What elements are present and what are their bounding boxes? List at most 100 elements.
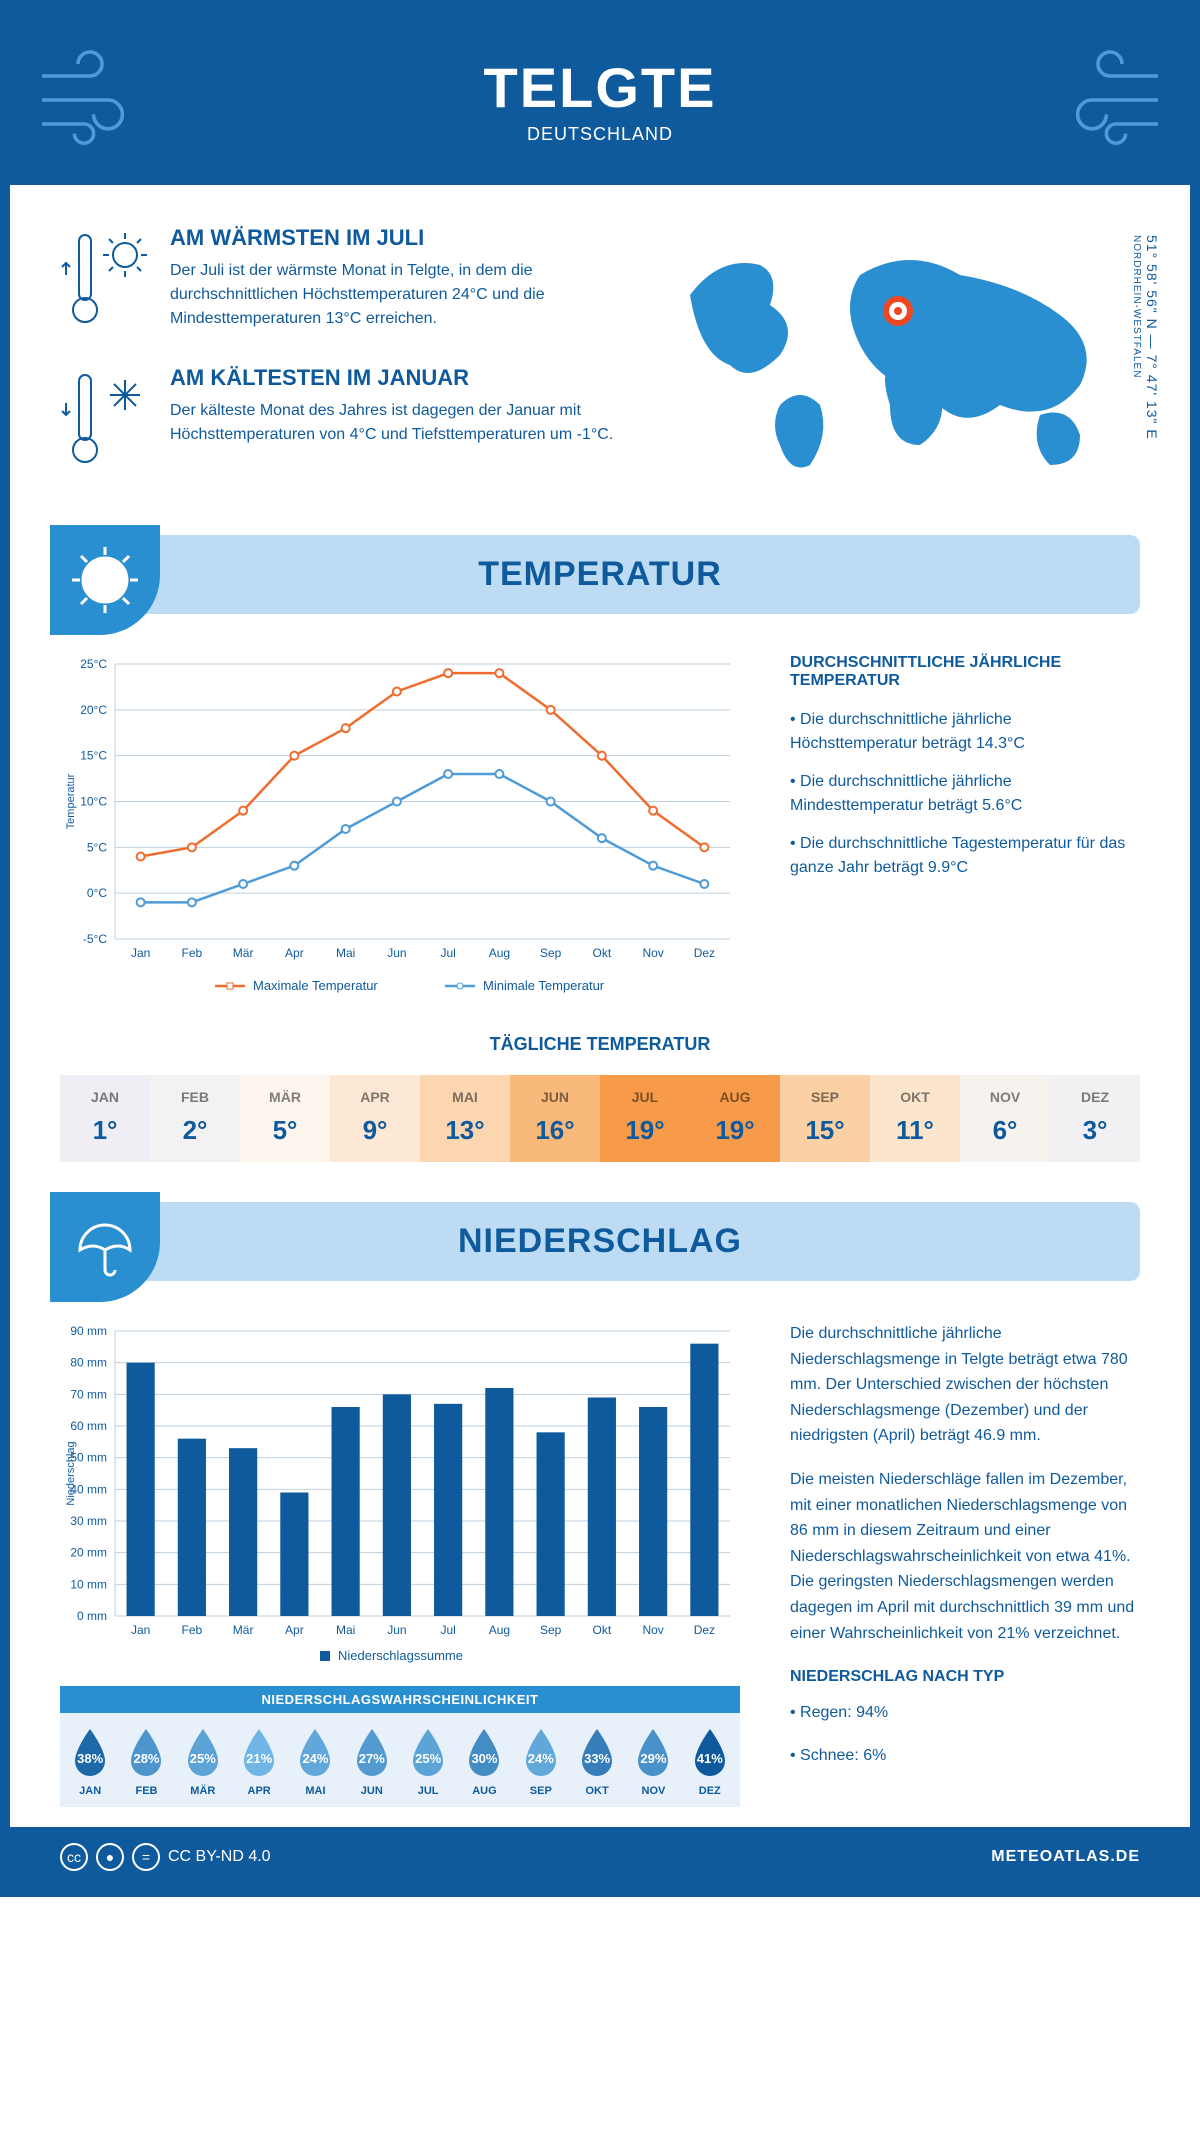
svg-text:30 mm: 30 mm bbox=[70, 1514, 107, 1528]
footer: cc ● = CC BY-ND 4.0 METEOATLAS.DE bbox=[10, 1827, 1190, 1887]
daily-cell: FEB2° bbox=[150, 1075, 240, 1162]
svg-text:Aug: Aug bbox=[489, 946, 510, 960]
svg-text:10°C: 10°C bbox=[80, 795, 107, 809]
region: NORDRHEIN-WESTFALEN bbox=[1131, 235, 1142, 378]
warmest-fact: AM WÄRMSTEN IM JULI Der Juli ist der wär… bbox=[60, 225, 620, 335]
temperature-section-header: TEMPERATUR bbox=[60, 535, 1140, 614]
temp-bullet-1: • Die durchschnittliche jährliche Höchst… bbox=[790, 708, 1140, 756]
temperature-line-chart: -5°C 0°C 5°C 10°C 15°C 20°C 25°C Jan Feb Mär Apr Ma… bbox=[60, 654, 740, 1004]
svg-text:90 mm: 90 mm bbox=[70, 1324, 107, 1338]
cc-by-icon: ● bbox=[96, 1843, 124, 1871]
license-text: CC BY-ND 4.0 bbox=[168, 1848, 271, 1866]
precip-type-heading: NIEDERSCHLAG NACH TYP bbox=[790, 1664, 1140, 1690]
svg-text:Mär: Mär bbox=[233, 946, 254, 960]
svg-text:Maximale Temperatur: Maximale Temperatur bbox=[253, 978, 378, 993]
svg-text:Jan: Jan bbox=[131, 946, 150, 960]
probability-drop: 33%OKT bbox=[571, 1725, 623, 1797]
cc-nd-icon: = bbox=[132, 1843, 160, 1871]
daily-cell: JUL19° bbox=[600, 1075, 690, 1162]
temp-bullet-3: • Die durchschnittliche Tagestemperatur … bbox=[790, 832, 1140, 880]
precipitation-title: NIEDERSCHLAG bbox=[80, 1222, 1120, 1261]
daily-temp-title: TÄGLICHE TEMPERATUR bbox=[10, 1034, 1190, 1055]
daily-temp-table: JAN1°FEB2°MÄR5°APR9°MAI13°JUN16°JUL19°AU… bbox=[60, 1075, 1140, 1162]
daily-cell: NOV6° bbox=[960, 1075, 1050, 1162]
svg-text:Jan: Jan bbox=[131, 1623, 150, 1637]
probability-drop: 38%JAN bbox=[64, 1725, 116, 1797]
probability-drop: 24%MAI bbox=[289, 1725, 341, 1797]
svg-text:25°C: 25°C bbox=[80, 657, 107, 671]
svg-text:20°C: 20°C bbox=[80, 703, 107, 717]
svg-text:Niederschlagssumme: Niederschlagssumme bbox=[338, 1648, 463, 1663]
svg-text:Okt: Okt bbox=[593, 946, 612, 960]
map-block: 51° 58' 56" N — 7° 47' 13" E NORDRHEIN-W… bbox=[660, 225, 1140, 505]
infographic-page: TELGTE DEUTSCHLAND AM WÄRMSTEN IM JULI D… bbox=[0, 0, 1200, 1897]
svg-text:0 mm: 0 mm bbox=[77, 1609, 107, 1623]
daily-cell: APR9° bbox=[330, 1075, 420, 1162]
svg-text:5°C: 5°C bbox=[87, 840, 107, 854]
precip-type-1: • Regen: 94% bbox=[790, 1700, 1140, 1726]
probability-drop: 30%AUG bbox=[458, 1725, 510, 1797]
svg-text:Mär: Mär bbox=[233, 1623, 254, 1637]
svg-text:20 mm: 20 mm bbox=[70, 1546, 107, 1560]
svg-text:Jul: Jul bbox=[440, 946, 455, 960]
coordinates: 51° 58' 56" N — 7° 47' 13" E bbox=[1144, 235, 1160, 440]
daily-cell: MAI13° bbox=[420, 1075, 510, 1162]
svg-text:Okt: Okt bbox=[593, 1623, 612, 1637]
svg-text:Dez: Dez bbox=[694, 946, 715, 960]
svg-text:Mai: Mai bbox=[336, 1623, 355, 1637]
cc-icon: cc bbox=[60, 1843, 88, 1871]
precipitation-section-header: NIEDERSCHLAG bbox=[60, 1202, 1140, 1281]
coldest-title: AM KÄLTESTEN IM JANUAR bbox=[170, 365, 620, 391]
svg-text:Apr: Apr bbox=[285, 1623, 304, 1637]
svg-text:Sep: Sep bbox=[540, 1623, 562, 1637]
sun-icon bbox=[70, 545, 140, 615]
site-name: METEOATLAS.DE bbox=[991, 1848, 1140, 1866]
svg-text:Feb: Feb bbox=[182, 1623, 203, 1637]
coldest-text: Der kälteste Monat des Jahres ist dagege… bbox=[170, 399, 620, 447]
daily-cell: SEP15° bbox=[780, 1075, 870, 1162]
svg-text:Jul: Jul bbox=[440, 1623, 455, 1637]
svg-text:Aug: Aug bbox=[489, 1623, 510, 1637]
intro-section: AM WÄRMSTEN IM JULI Der Juli ist der wär… bbox=[10, 185, 1190, 535]
svg-text:80 mm: 80 mm bbox=[70, 1356, 107, 1370]
svg-text:15°C: 15°C bbox=[80, 749, 107, 763]
probability-drop: 28%FEB bbox=[120, 1725, 172, 1797]
probability-drop: 21%APR bbox=[233, 1725, 285, 1797]
svg-text:Minimale Temperatur: Minimale Temperatur bbox=[483, 978, 605, 993]
probability-drop: 25%MÄR bbox=[177, 1725, 229, 1797]
warmest-text: Der Juli ist der wärmste Monat in Telgte… bbox=[170, 259, 620, 331]
daily-cell: OKT11° bbox=[870, 1075, 960, 1162]
header: TELGTE DEUTSCHLAND bbox=[10, 10, 1190, 185]
world-map-icon bbox=[660, 225, 1140, 485]
svg-text:-5°C: -5°C bbox=[83, 932, 107, 946]
daily-cell: AUG19° bbox=[690, 1075, 780, 1162]
svg-text:Nov: Nov bbox=[642, 1623, 663, 1637]
svg-text:Jun: Jun bbox=[387, 1623, 406, 1637]
temp-bullet-2: • Die durchschnittliche jährliche Mindes… bbox=[790, 770, 1140, 818]
svg-text:Sep: Sep bbox=[540, 946, 562, 960]
probability-drop: 41%DEZ bbox=[684, 1725, 736, 1797]
daily-cell: DEZ3° bbox=[1050, 1075, 1140, 1162]
probability-row: 38%JAN28%FEB25%MÄR21%APR24%MAI27%JUN25%J… bbox=[60, 1713, 740, 1807]
svg-text:0°C: 0°C bbox=[87, 886, 107, 900]
svg-text:70 mm: 70 mm bbox=[70, 1387, 107, 1401]
svg-text:Apr: Apr bbox=[285, 946, 304, 960]
svg-text:60 mm: 60 mm bbox=[70, 1419, 107, 1433]
thermometer-snow-icon bbox=[60, 365, 150, 475]
svg-text:10 mm: 10 mm bbox=[70, 1577, 107, 1591]
probability-drop: 24%SEP bbox=[515, 1725, 567, 1797]
precipitation-bar-chart: 0 mm10 mm20 mm30 mm40 mm50 mm60 mm70 mm8… bbox=[60, 1321, 740, 1671]
svg-text:Nov: Nov bbox=[642, 946, 663, 960]
umbrella-icon bbox=[70, 1212, 140, 1282]
thermometer-sun-icon bbox=[60, 225, 150, 335]
probability-drop: 29%NOV bbox=[627, 1725, 679, 1797]
svg-text:Jun: Jun bbox=[387, 946, 406, 960]
country-subtitle: DEUTSCHLAND bbox=[484, 124, 717, 145]
warmest-title: AM WÄRMSTEN IM JULI bbox=[170, 225, 620, 251]
coldest-fact: AM KÄLTESTEN IM JANUAR Der kälteste Mona… bbox=[60, 365, 620, 475]
wind-icon-right bbox=[1050, 40, 1170, 160]
svg-text:Feb: Feb bbox=[182, 946, 203, 960]
svg-text:Dez: Dez bbox=[694, 1623, 715, 1637]
precip-para-1: Die durchschnittliche jährliche Niedersc… bbox=[790, 1321, 1140, 1449]
temp-text-heading: DURCHSCHNITTLICHE JÄHRLICHE TEMPERATUR bbox=[790, 654, 1140, 690]
